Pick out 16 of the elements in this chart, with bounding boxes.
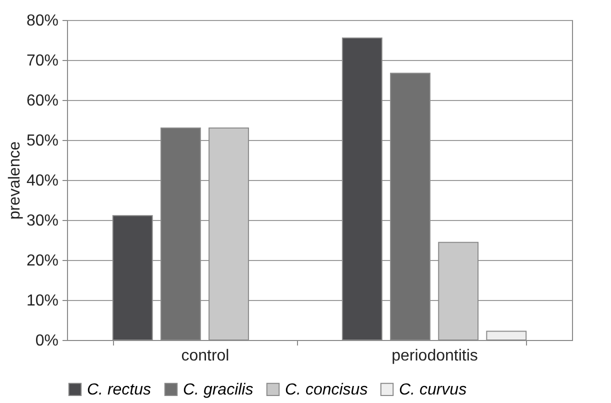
y-axis-title: prevalence: [6, 141, 24, 220]
y-tick-label: 30%: [26, 212, 58, 230]
y-tick-label: 40%: [26, 172, 58, 190]
y-tick-label: 60%: [26, 92, 58, 110]
legend-label: C. concisus: [285, 381, 368, 398]
legend-label: C. rectus: [87, 381, 152, 398]
y-tick-label: 0%: [35, 332, 58, 350]
y-tick-label: 70%: [26, 52, 58, 70]
legend-label: C. curvus: [399, 381, 467, 398]
y-tick-label: 50%: [26, 132, 58, 150]
y-tick-label: 10%: [26, 292, 58, 310]
y-tick-label: 80%: [26, 12, 58, 30]
x-tick-label: periodontitis: [392, 348, 478, 364]
y-tick-label: 20%: [26, 252, 58, 270]
x-tick-label: control: [181, 348, 230, 364]
legend-label: C. gracilis: [183, 381, 254, 398]
